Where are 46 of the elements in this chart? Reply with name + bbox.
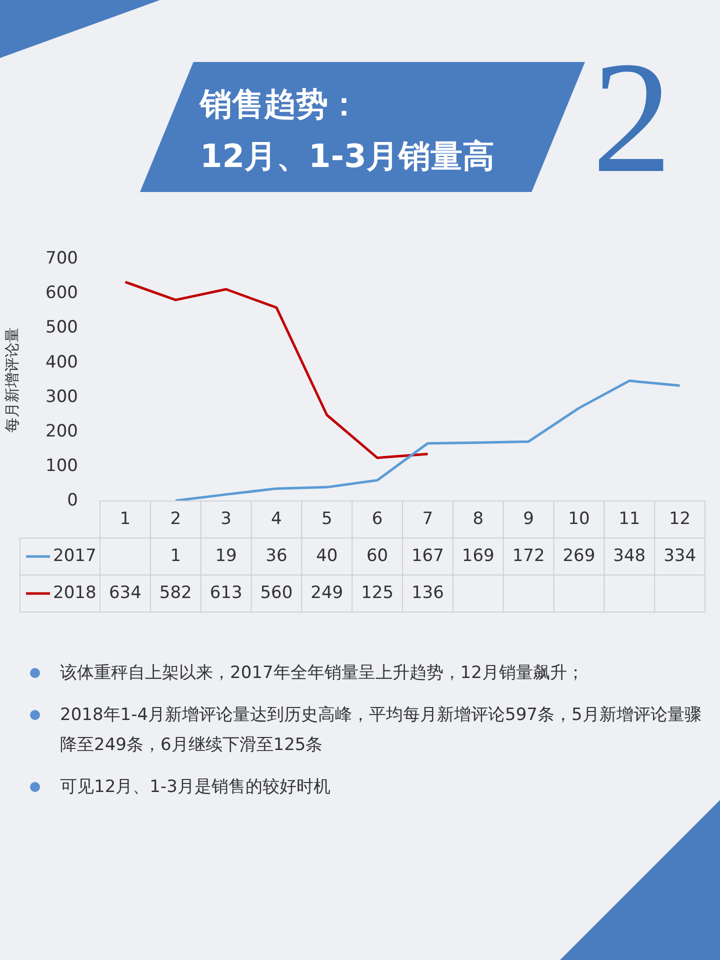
data-label: 60 xyxy=(366,546,388,566)
data-label: 560 xyxy=(260,582,293,603)
x-tick-label: 8 xyxy=(472,508,484,529)
y-tick-label: 100 xyxy=(46,456,78,476)
text: 可见12月、1-3月是销售的较好时机 xyxy=(60,777,330,797)
data-label: 334 xyxy=(664,546,696,566)
x-tick-label: 6 xyxy=(372,508,383,529)
legend-label: 2017 xyxy=(53,546,96,566)
y-tick-label: 200 xyxy=(46,421,78,442)
y-tick-label: 600 xyxy=(46,283,78,304)
y-tick-label: 300 xyxy=(46,386,78,407)
data-label: 249 xyxy=(310,582,344,603)
text: 该体重秤自上架以来，2017年全年销量呈上升趋势，12月销量飙升； xyxy=(60,663,584,683)
x-tick-label: 12 xyxy=(668,508,691,529)
data-label: 169 xyxy=(462,546,494,566)
text: 2018年1-4月新增评论量达到历史高峰，平均每月新增评论597条，5月新增评论量骤降至249条，6月继续下滑至125条 xyxy=(60,705,702,755)
x-tick-label: 2 xyxy=(170,508,182,529)
data-label: 136 xyxy=(411,582,444,603)
y-axis-title: 每月新增评论量 xyxy=(2,328,21,433)
y-tick-label: 500 xyxy=(46,318,78,338)
data-label: 167 xyxy=(411,546,444,566)
data-label: 1 xyxy=(170,546,182,566)
data-label: 613 xyxy=(210,582,242,603)
y-tick-label: 0 xyxy=(67,490,78,510)
x-tick-label: 9 xyxy=(523,508,534,529)
y-tick-label: 400 xyxy=(46,352,78,372)
x-tick-label: 5 xyxy=(321,508,332,529)
x-tick-label: 4 xyxy=(271,508,282,529)
x-tick-label: 7 xyxy=(422,508,434,529)
x-tick-label: 1 xyxy=(120,508,131,529)
data-label: 269 xyxy=(562,546,596,566)
data-label: 634 xyxy=(108,582,142,603)
data-label: 125 xyxy=(361,582,394,603)
data-label: 172 xyxy=(512,546,545,566)
legend-label: 2018 xyxy=(53,582,96,603)
chart-title: 销售趋势： 12月、1-3月销量高 xyxy=(200,84,494,177)
data-label: 348 xyxy=(613,546,646,566)
text: 2 xyxy=(592,27,672,208)
data-label: 40 xyxy=(316,546,338,566)
x-tick-label: 11 xyxy=(618,508,640,529)
data-label: 36 xyxy=(266,546,288,566)
x-tick-label: 10 xyxy=(568,508,590,529)
data-label: 582 xyxy=(159,582,192,603)
x-tick-label: 3 xyxy=(220,508,232,529)
y-tick-label: 700 xyxy=(46,248,78,269)
data-label: 19 xyxy=(215,546,237,566)
